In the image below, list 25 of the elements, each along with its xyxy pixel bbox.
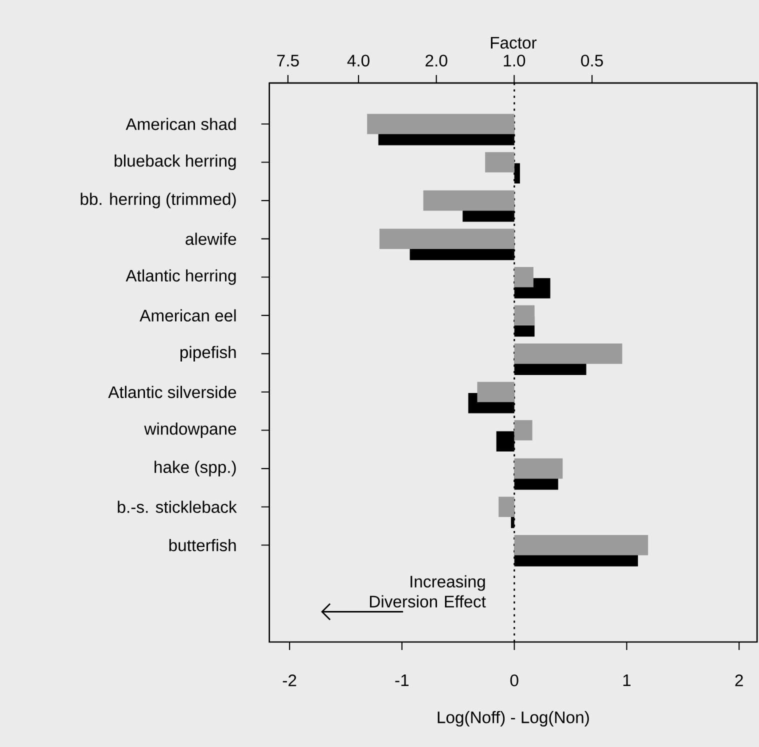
y-tick-label: windowpane [144,422,236,438]
x2-tick-label: 2.0 [426,54,448,67]
y-tick-label: blueback herring [114,154,236,170]
y-tick-label: Atlantic herring [126,269,236,285]
x-tick-label: -1 [395,674,409,686]
y-tick-label: alewife [186,232,236,245]
y-tick-label: bb. herring (trimmed) [80,192,236,208]
x2-tick-label: 4.0 [347,54,370,67]
x-tick-label: 0 [510,674,518,686]
y-tick-label: American eel [140,309,236,322]
y-tick-label: b.-s. stickleback [118,500,237,513]
y-tick-label: American shad [126,118,236,130]
x-tick-label: 2 [735,674,743,686]
x-tick-label: 1 [623,674,631,686]
x2-axis-title: Factor [490,37,537,49]
x2-tick-label: 0.5 [581,54,603,67]
x2-tick-label: 1.0 [504,54,526,67]
x-axis-title: Log(Noff) - Log(Non) [438,710,589,727]
annotation: Increasing Diversion Effect [370,575,486,608]
x-tick-label: -2 [282,674,296,686]
y-tick-label: hake (spp.) [154,460,236,476]
y-tick-label: pipefish [180,346,236,362]
y-tick-label: butterfish [169,539,236,552]
y-tick-label: Atlantic silverside [108,386,236,398]
x2-tick-label: 7.5 [277,54,299,67]
